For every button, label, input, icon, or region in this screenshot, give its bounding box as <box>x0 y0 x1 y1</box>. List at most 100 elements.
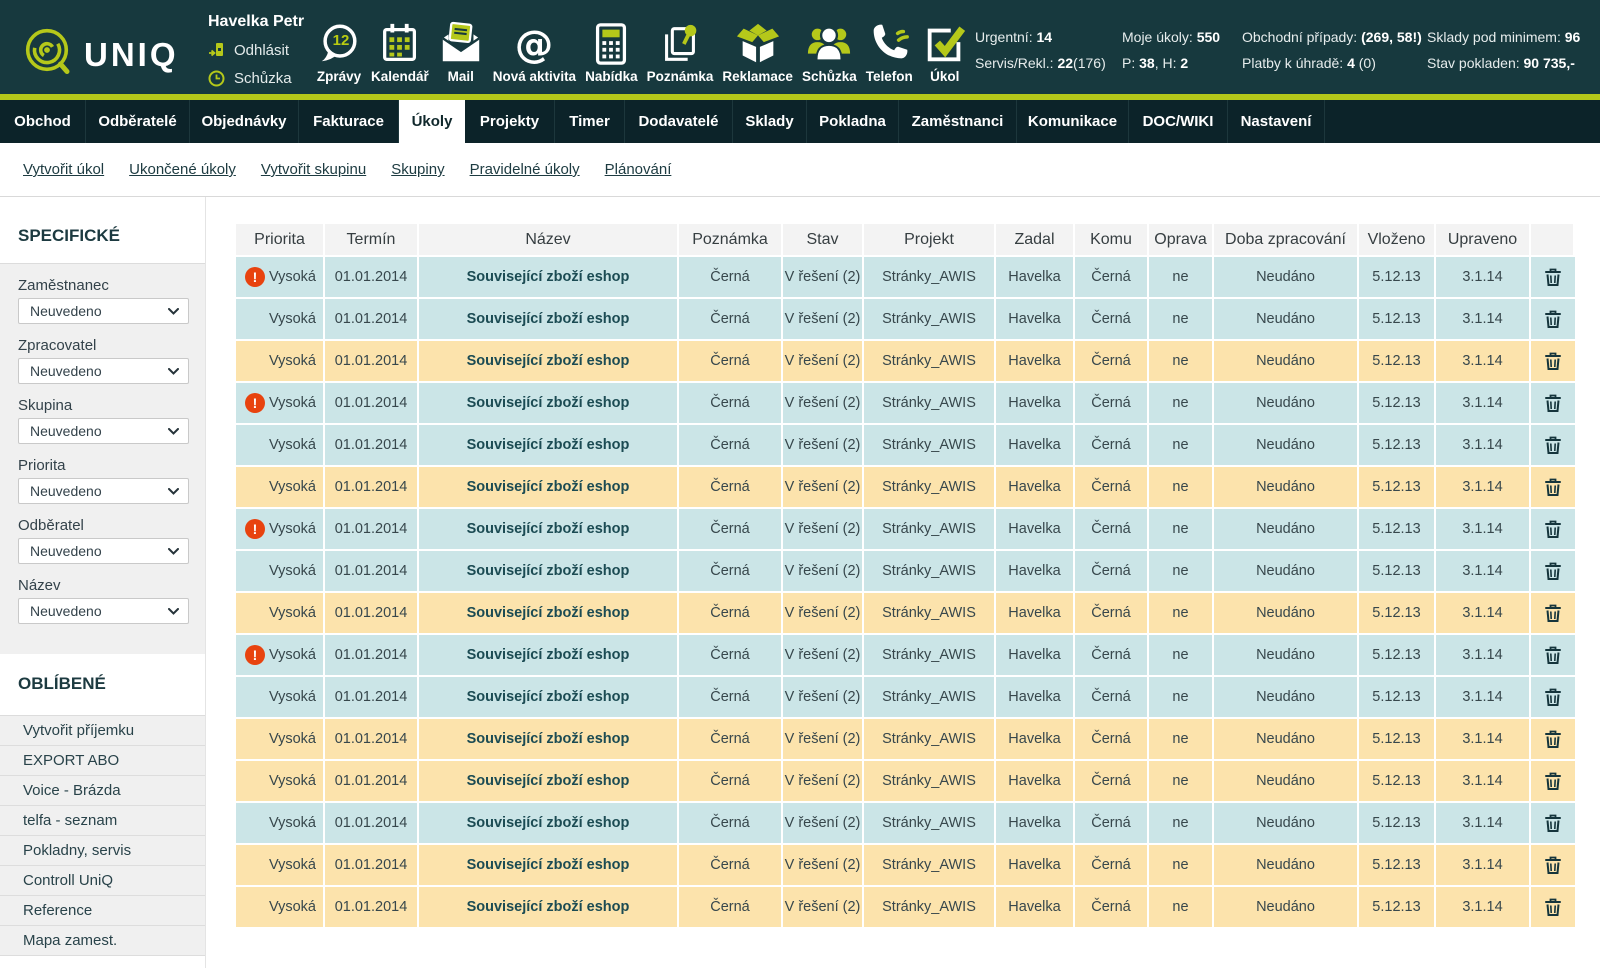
cell-nazev[interactable]: Související zboží eshop <box>419 887 679 929</box>
cell-nazev[interactable]: Související zboží eshop <box>419 257 679 299</box>
app-logo[interactable] <box>24 27 70 77</box>
table-row[interactable]: ! Vysoká 01.01.2014 Související zboží es… <box>236 383 1575 425</box>
toolbar-new-activity[interactable]: @ Nová aktivita <box>492 21 577 84</box>
cell-nazev[interactable]: Související zboží eshop <box>419 677 679 719</box>
column-header[interactable]: Název <box>419 224 679 257</box>
toolbar-mail[interactable]: Mail <box>438 0 484 84</box>
table-row[interactable]: Vysoká 01.01.2014 Související zboží esho… <box>236 341 1575 383</box>
delete-button[interactable] <box>1544 645 1562 665</box>
table-row[interactable]: Vysoká 01.01.2014 Související zboží esho… <box>236 425 1575 467</box>
delete-button[interactable] <box>1544 813 1562 833</box>
nav-tab[interactable]: Fakturace <box>299 100 399 143</box>
delete-button[interactable] <box>1544 519 1562 539</box>
cell-nazev[interactable]: Související zboží eshop <box>419 341 679 383</box>
column-header[interactable]: Oprava <box>1149 224 1214 257</box>
column-header[interactable]: Stav <box>783 224 864 257</box>
subnav-link[interactable]: Pravidelné úkoly <box>469 161 580 178</box>
cell-nazev[interactable]: Související zboží eshop <box>419 593 679 635</box>
cell-nazev[interactable]: Související zboží eshop <box>419 551 679 593</box>
column-header[interactable]: Projekt <box>864 224 996 257</box>
toolbar-messages[interactable]: 12 Zprávy <box>316 0 362 84</box>
cell-nazev[interactable]: Související zboží eshop <box>419 635 679 677</box>
subnav-link[interactable]: Vytvořit úkol <box>23 161 105 178</box>
column-header[interactable] <box>1531 224 1575 257</box>
table-row[interactable]: Vysoká 01.01.2014 Související zboží esho… <box>236 845 1575 887</box>
cell-nazev[interactable]: Související zboží eshop <box>419 719 679 761</box>
delete-button[interactable] <box>1544 687 1562 707</box>
subnav-link[interactable]: Skupiny <box>391 161 445 178</box>
column-header[interactable]: Poznámka <box>679 224 783 257</box>
toolbar-calendar[interactable]: Kalendář <box>371 0 429 84</box>
filter-select[interactable]: Neuvedeno <box>18 538 189 564</box>
nav-tab[interactable]: Pokladna <box>807 100 899 143</box>
nav-tab[interactable]: Projekty <box>465 100 555 143</box>
table-row[interactable]: ! Vysoká 01.01.2014 Související zboží es… <box>236 257 1575 299</box>
favorite-item[interactable]: Vytvořit příjemku <box>0 716 205 746</box>
cell-nazev[interactable]: Související zboží eshop <box>419 299 679 341</box>
cell-nazev[interactable]: Související zboží eshop <box>419 509 679 551</box>
table-row[interactable]: Vysoká 01.01.2014 Související zboží esho… <box>236 299 1575 341</box>
column-header[interactable]: Priorita <box>236 224 325 257</box>
table-row[interactable]: Vysoká 01.01.2014 Související zboží esho… <box>236 803 1575 845</box>
favorite-item[interactable]: Pokladny, servis <box>0 836 205 866</box>
cell-nazev[interactable]: Související zboží eshop <box>419 425 679 467</box>
column-header[interactable]: Termín <box>325 224 419 257</box>
column-header[interactable]: Komu <box>1075 224 1149 257</box>
table-row[interactable]: Vysoká 01.01.2014 Související zboží esho… <box>236 719 1575 761</box>
table-row[interactable]: Vysoká 01.01.2014 Související zboží esho… <box>236 551 1575 593</box>
table-row[interactable]: Vysoká 01.01.2014 Související zboží esho… <box>236 467 1575 509</box>
nav-tab[interactable]: Sklady <box>733 100 807 143</box>
meeting-link[interactable]: Schůzka <box>208 70 304 87</box>
filter-select[interactable]: Neuvedeno <box>18 358 189 384</box>
column-header[interactable]: Doba zpracování <box>1214 224 1359 257</box>
cell-nazev[interactable]: Související zboží eshop <box>419 845 679 887</box>
toolbar-phone[interactable]: Telefon <box>866 0 913 84</box>
filter-select[interactable]: Neuvedeno <box>18 478 189 504</box>
nav-tab[interactable]: Zaměstnanci <box>899 100 1017 143</box>
subnav-link[interactable]: Ukončené úkoly <box>129 161 236 178</box>
delete-button[interactable] <box>1544 393 1562 413</box>
delete-button[interactable] <box>1544 267 1562 287</box>
table-row[interactable]: Vysoká 01.01.2014 Související zboží esho… <box>236 677 1575 719</box>
delete-button[interactable] <box>1544 603 1562 623</box>
filter-select[interactable]: Neuvedeno <box>18 298 189 324</box>
delete-button[interactable] <box>1544 351 1562 371</box>
delete-button[interactable] <box>1544 729 1562 749</box>
table-row[interactable]: Vysoká 01.01.2014 Související zboží esho… <box>236 593 1575 635</box>
table-row[interactable]: ! Vysoká 01.01.2014 Související zboží es… <box>236 509 1575 551</box>
nav-tab[interactable]: Odběratelé <box>86 100 190 143</box>
column-header[interactable]: Zadal <box>996 224 1075 257</box>
nav-tab[interactable]: Nastavení <box>1228 100 1325 143</box>
filter-select[interactable]: Neuvedeno <box>18 418 189 444</box>
toolbar-complaint[interactable]: Reklamace <box>722 0 793 84</box>
delete-button[interactable] <box>1544 855 1562 875</box>
toolbar-task[interactable]: Úkol <box>922 0 968 84</box>
cell-nazev[interactable]: Související zboží eshop <box>419 467 679 509</box>
nav-tab[interactable]: DOC/WIKI <box>1129 100 1228 143</box>
nav-tab[interactable]: Dodavatelé <box>625 100 733 143</box>
delete-button[interactable] <box>1544 897 1562 917</box>
delete-button[interactable] <box>1544 561 1562 581</box>
favorite-item[interactable]: Reference <box>0 896 205 926</box>
logout-link[interactable]: Odhlásit <box>208 42 304 59</box>
filter-select[interactable]: Neuvedeno <box>18 598 189 624</box>
nav-tab[interactable]: Úkoly <box>399 100 465 143</box>
toolbar-meeting[interactable]: Schůzka <box>802 0 857 84</box>
favorite-item[interactable]: Mapa zamest. <box>0 926 205 956</box>
favorite-item[interactable]: Voice - Brázda <box>0 776 205 806</box>
subnav-link[interactable]: Plánování <box>604 161 672 178</box>
toolbar-offer[interactable]: Nabídka <box>585 0 638 84</box>
favorite-item[interactable]: EXPORT ABO <box>0 746 205 776</box>
cell-nazev[interactable]: Související zboží eshop <box>419 761 679 803</box>
cell-nazev[interactable]: Související zboží eshop <box>419 383 679 425</box>
table-row[interactable]: Vysoká 01.01.2014 Související zboží esho… <box>236 761 1575 803</box>
delete-button[interactable] <box>1544 309 1562 329</box>
nav-tab[interactable]: Obchod <box>0 100 86 143</box>
column-header[interactable]: Upraveno <box>1436 224 1531 257</box>
nav-tab[interactable]: Objednávky <box>190 100 299 143</box>
nav-tab[interactable]: Timer <box>555 100 625 143</box>
table-row[interactable]: ! Vysoká 01.01.2014 Související zboží es… <box>236 635 1575 677</box>
cell-nazev[interactable]: Související zboží eshop <box>419 803 679 845</box>
delete-button[interactable] <box>1544 771 1562 791</box>
table-row[interactable]: Vysoká 01.01.2014 Související zboží esho… <box>236 887 1575 929</box>
